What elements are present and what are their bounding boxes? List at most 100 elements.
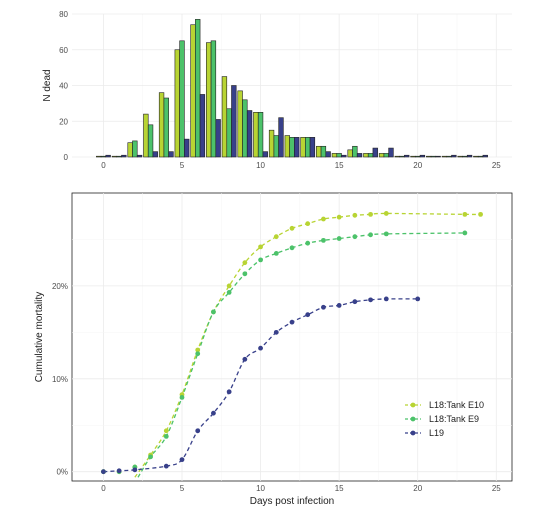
bottom-scatter-chart: 0 5 10 15 20 25 0% 10% 20% Days post infection C… — [34, 192, 513, 507]
data-point — [462, 211, 468, 217]
bar — [426, 155, 432, 158]
bar — [158, 92, 165, 158]
data-point — [383, 211, 389, 216]
data-point — [321, 237, 326, 243]
bar — [446, 155, 452, 158]
bar — [356, 153, 363, 158]
bar — [352, 145, 358, 158]
top-y-tick-label: 0 — [64, 153, 69, 162]
bar — [143, 113, 149, 158]
bar — [127, 142, 133, 158]
bar — [246, 110, 253, 158]
bottom-x-axis-label: Days post infection — [250, 496, 335, 507]
bar — [242, 99, 248, 158]
top-x-tick-label: 10 — [256, 161, 265, 170]
data-point — [321, 216, 326, 222]
bar — [121, 154, 127, 158]
bar — [482, 154, 488, 158]
top-x-tick-label: 15 — [335, 161, 344, 170]
bar — [410, 155, 416, 158]
data-point — [195, 347, 201, 353]
data-point — [242, 260, 248, 266]
bar — [190, 24, 196, 158]
data-point — [289, 225, 295, 231]
bottom-axes: 0 5 10 15 20 25 0% 10% 20% — [52, 282, 501, 493]
data-point — [258, 257, 263, 263]
bar — [195, 19, 201, 158]
bar — [435, 155, 441, 158]
top-bars — [96, 19, 488, 158]
data-point — [116, 468, 122, 474]
data-point — [179, 457, 185, 463]
bar — [388, 147, 394, 158]
data-point — [336, 303, 342, 308]
legend-label: L18:Tank E10 — [429, 400, 484, 410]
bar — [163, 97, 169, 158]
bar — [325, 151, 331, 158]
bar — [383, 153, 389, 158]
bar — [289, 137, 295, 158]
legend-label: L18:Tank E9 — [429, 414, 479, 424]
bar — [336, 153, 342, 158]
bar — [199, 94, 206, 158]
bar — [231, 85, 237, 158]
bottom-plot-panel — [71, 192, 513, 482]
top-y-tick-label: 60 — [59, 46, 68, 55]
data-point — [242, 271, 248, 277]
bar — [430, 155, 437, 158]
legend-key-point — [410, 416, 416, 422]
bar — [221, 76, 228, 158]
bar — [132, 140, 138, 158]
bar — [168, 151, 174, 158]
bottom-y-tick-label: 0% — [56, 468, 68, 477]
bar — [111, 155, 118, 158]
data-point — [352, 299, 358, 305]
bar — [477, 155, 484, 158]
bar — [268, 129, 275, 158]
bar — [331, 153, 338, 158]
top-y-axis-label: N dead — [42, 69, 53, 101]
bar — [473, 155, 479, 158]
top-axes: 0 5 10 15 20 25 0 20 40 60 80 — [59, 10, 501, 170]
bottom-y-tick-label: 20% — [52, 282, 68, 291]
bar — [415, 155, 421, 158]
bar — [466, 154, 473, 158]
bar — [419, 154, 426, 158]
top-x-tick-label: 25 — [492, 161, 501, 170]
bottom-x-tick-label: 0 — [101, 484, 106, 493]
bar — [378, 153, 385, 158]
data-point — [273, 234, 279, 240]
bar — [316, 145, 322, 158]
bar — [262, 151, 268, 158]
bar — [253, 112, 259, 158]
legend-key-point — [410, 430, 416, 436]
bar — [300, 137, 306, 158]
data-point — [352, 212, 358, 218]
bar — [341, 154, 347, 158]
top-gridlines — [72, 13, 512, 158]
legend: L18:Tank E10 L18:Tank E9 L19 — [405, 400, 484, 438]
bar — [116, 155, 122, 158]
bottom-x-tick-label: 20 — [413, 484, 422, 493]
bar — [320, 145, 327, 158]
bar — [257, 112, 264, 158]
bar — [206, 42, 212, 158]
bar — [215, 119, 221, 158]
bar — [273, 135, 279, 158]
data-point — [226, 389, 232, 395]
data-point — [321, 304, 326, 310]
top-x-tick-label: 20 — [413, 161, 422, 170]
data-point — [352, 234, 358, 240]
bar — [309, 137, 316, 158]
top-x-tick-label: 0 — [101, 161, 106, 170]
data-point — [258, 345, 263, 351]
bar — [174, 49, 180, 158]
data-point — [211, 309, 216, 315]
bar — [462, 155, 468, 158]
top-y-tick-label: 40 — [59, 82, 68, 91]
bar — [147, 124, 154, 158]
bar — [210, 40, 217, 158]
bottom-x-tick-label: 5 — [180, 484, 185, 493]
data-point — [179, 394, 185, 400]
data-point — [273, 250, 279, 256]
